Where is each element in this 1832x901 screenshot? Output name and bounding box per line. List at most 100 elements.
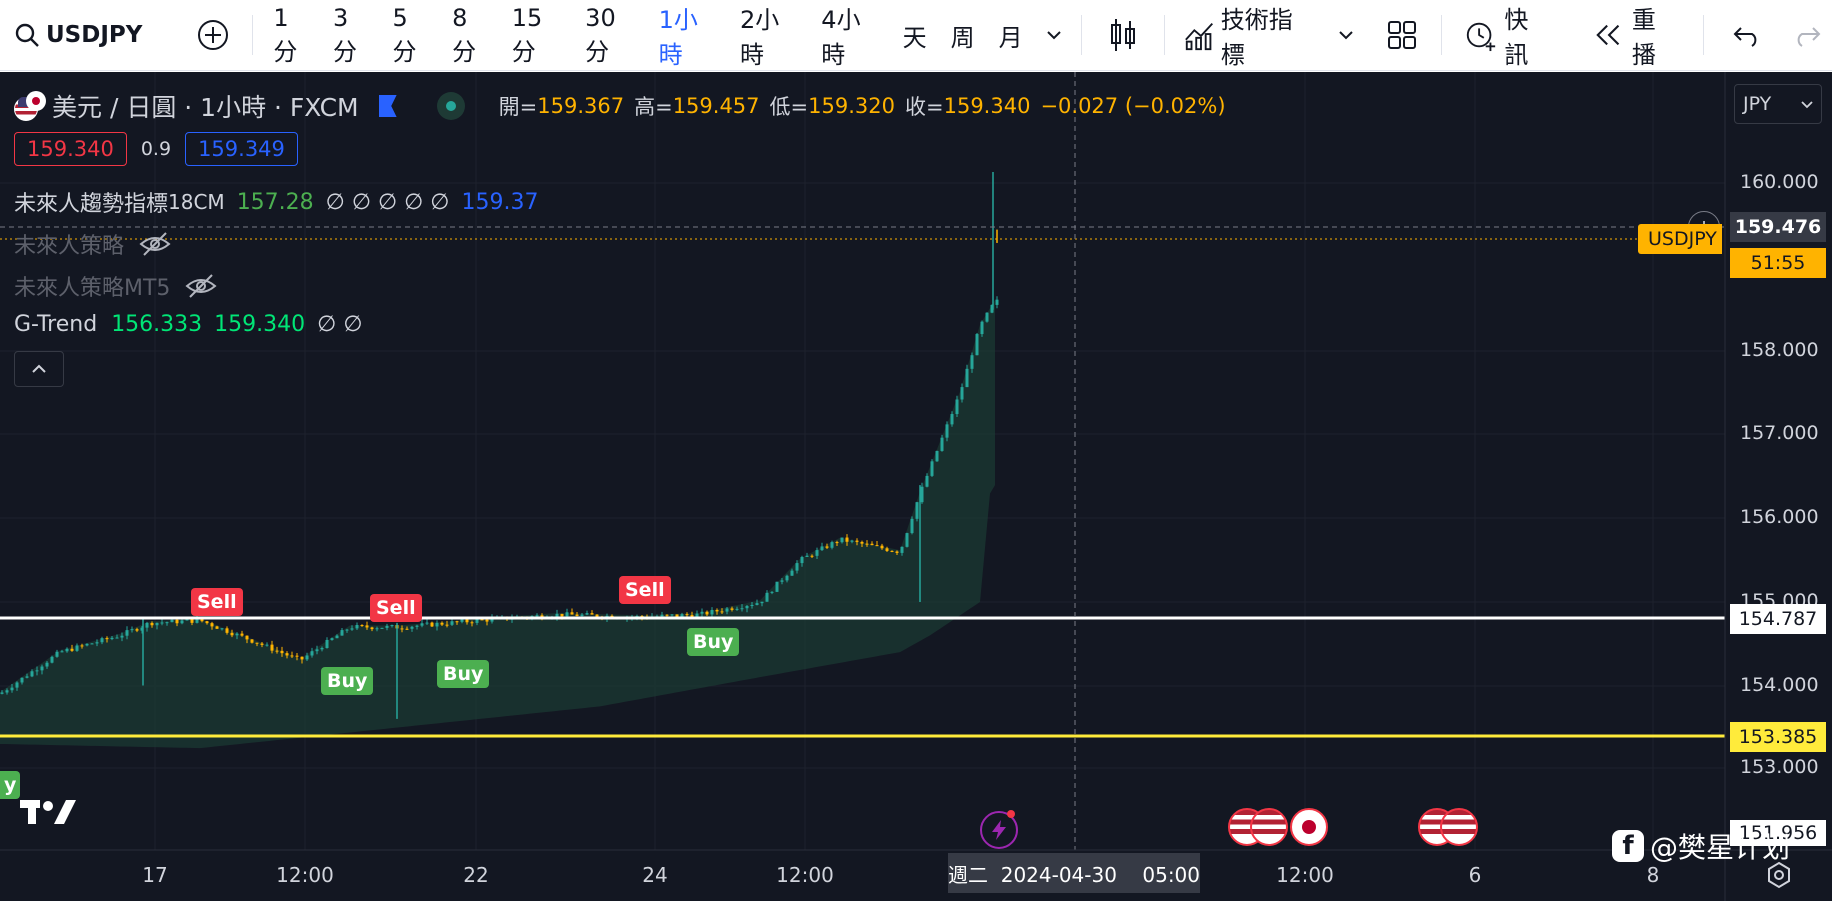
ohlc-change-value: −0.027 (−0.02%) — [1040, 94, 1226, 118]
replay-button[interactable]: 重播 — [1564, 0, 1695, 70]
alarm-clock-plus-icon — [1467, 22, 1496, 52]
indicator-strategy-mt5-name: 未來人策略MT5 — [14, 276, 171, 301]
buy-price-button[interactable]: 159.349 — [185, 132, 298, 166]
indicators-dropdown[interactable] — [1321, 0, 1371, 70]
lightning-icon — [992, 820, 1006, 840]
layouts-button[interactable] — [1371, 0, 1433, 70]
indicator-trend-row[interactable]: 未來人趨勢指標 18CM 157.28 ∅ ∅ ∅ ∅ ∅ 159.37 — [14, 186, 538, 218]
timeframe-dropdown[interactable] — [1035, 0, 1073, 70]
news-label: 快訊 — [1504, 6, 1529, 69]
timeframe-0[interactable]: 1分 — [273, 3, 298, 66]
replay-label: 重播 — [1631, 6, 1656, 69]
indicator-strategy-row[interactable]: 未來人策略 — [14, 228, 172, 260]
indicator-trend-param: 18CM — [168, 190, 225, 214]
chart-settings-button[interactable] — [1764, 860, 1794, 890]
indicator-strategy-mt5-row[interactable]: 未來人策略MT5 — [14, 270, 218, 302]
jp-event-flag-icon[interactable] — [1290, 808, 1328, 846]
timeframe-6[interactable]: 1小時 — [658, 6, 698, 69]
indicator-strategy-name: 未來人策略 — [14, 234, 125, 259]
indicator-gtrend-row[interactable]: G-Trend 156.333 159.340 ∅ ∅ — [14, 312, 362, 337]
buy-signal-partial[interactable]: y — [0, 771, 21, 799]
time-tick: 17 — [142, 863, 168, 887]
us-event-flag-icon[interactable] — [1250, 808, 1288, 846]
ohlc-high-value: 159.457 — [672, 94, 760, 118]
symbol-search[interactable]: USDJPY — [0, 0, 182, 70]
timeframe-8[interactable]: 4小時 — [821, 6, 861, 69]
time-tick: 8 — [1646, 863, 1660, 887]
chevron-down-icon — [1801, 101, 1813, 109]
symbol-legend: 美元 / 日圓 · 1小時 · FXCM 開= 159.367 高= 159.4… — [14, 88, 1226, 124]
indicator-gtrend-value-1: 156.333 — [111, 312, 203, 337]
ohlc-close-value: 159.340 — [943, 94, 1031, 118]
collapse-legend-button[interactable] — [14, 351, 64, 387]
pair-flags-icon — [14, 91, 46, 121]
flag-marker-icon[interactable] — [378, 95, 397, 117]
spread-value: 0.9 — [140, 138, 172, 160]
timeframe-2[interactable]: 5分 — [392, 3, 417, 66]
sell-price-button[interactable]: 159.340 — [14, 132, 127, 166]
hidden-eye-icon[interactable] — [184, 272, 218, 300]
market-status-icon[interactable] — [436, 92, 465, 120]
sell-signal[interactable]: Sell — [191, 588, 243, 616]
us-event-flag-icon[interactable] — [1440, 808, 1478, 846]
plus-circle-icon — [198, 20, 229, 50]
time-tick: 22 — [463, 863, 489, 887]
candle-type-button[interactable] — [1090, 0, 1156, 70]
timeframe-10[interactable]: 周 — [950, 23, 975, 52]
timeframe-3[interactable]: 8分 — [452, 3, 477, 66]
indicator-trend-name: 未來人趨勢指標 — [14, 192, 169, 217]
sell-signal[interactable]: Sell — [370, 594, 422, 622]
undo-icon — [1733, 27, 1757, 47]
indicator-trend-value-1: 157.28 — [236, 189, 314, 215]
currency-value: JPY — [1743, 93, 1772, 115]
time-tick: 24 — [642, 863, 668, 887]
facebook-logo-icon: f — [1612, 830, 1644, 862]
price-tick: 156.000 — [1740, 506, 1819, 528]
ohlc-open-value: 159.367 — [537, 94, 625, 118]
timeframe-7[interactable]: 2小時 — [739, 6, 780, 69]
chevron-down-icon — [1046, 31, 1061, 40]
timeframe-9[interactable]: 天 — [902, 23, 927, 52]
symbol-description[interactable]: 美元 / 日圓 · 1小時 · FXCM — [52, 93, 359, 122]
alert-button[interactable]: 快訊 — [1450, 0, 1563, 70]
sell-signal[interactable]: Sell — [619, 576, 671, 604]
timeframe-4[interactable]: 15分 — [511, 3, 543, 66]
price-chart-canvas[interactable] — [0, 72, 1832, 901]
indicator-trend-empties: ∅ ∅ ∅ ∅ ∅ — [325, 189, 450, 215]
timeframe-5[interactable]: 30分 — [585, 3, 616, 66]
compare-symbol-button[interactable] — [182, 0, 244, 70]
chevron-up-icon — [32, 364, 46, 373]
buy-signal[interactable]: Buy — [437, 660, 490, 688]
chevron-down-icon — [1339, 31, 1354, 40]
hidden-eye-icon[interactable] — [138, 230, 172, 258]
timeframe-1[interactable]: 3分 — [332, 3, 357, 66]
time-tick: 12:00 — [776, 863, 834, 887]
buy-signal[interactable]: Buy — [687, 628, 740, 656]
event-dot — [1007, 810, 1015, 818]
white-line-price-label: 154.787 — [1730, 604, 1826, 634]
toolbar-divider — [1163, 15, 1165, 55]
search-icon — [15, 23, 39, 47]
tradingview-logo-icon[interactable] — [20, 796, 76, 828]
indicators-button[interactable]: 技術指標 — [1173, 0, 1322, 70]
redo-button[interactable] — [1782, 0, 1832, 70]
price-tick: 157.000 — [1740, 422, 1819, 444]
timeframe-11[interactable]: 月 — [998, 23, 1023, 52]
buy-signal[interactable]: Buy — [321, 667, 374, 695]
crosshair-time-label: 週二 2024-04-30 05:00 — [948, 853, 1200, 893]
rewind-icon — [1595, 24, 1619, 46]
currency-select[interactable]: JPY — [1734, 84, 1822, 124]
indicators-label: 技術指標 — [1220, 6, 1293, 69]
ohlc-low-value: 159.320 — [808, 94, 895, 118]
lightning-event-icon[interactable] — [980, 811, 1018, 849]
indicator-gtrend-name: G-Trend — [14, 312, 98, 337]
indicator-gtrend-value-2: 159.340 — [214, 312, 306, 337]
yellow-line-price-label: 153.385 — [1730, 722, 1826, 752]
time-tick: 12:00 — [276, 863, 334, 887]
toolbar-divider — [252, 15, 254, 55]
bottom-price-label: 151.956 — [1730, 820, 1826, 846]
symbol-price-tag: USDJPY — [1638, 224, 1722, 254]
g-trend-band — [0, 299, 995, 749]
undo-button[interactable] — [1712, 0, 1782, 70]
bid-ask-row: 159.340 0.9 159.349 — [14, 132, 298, 166]
